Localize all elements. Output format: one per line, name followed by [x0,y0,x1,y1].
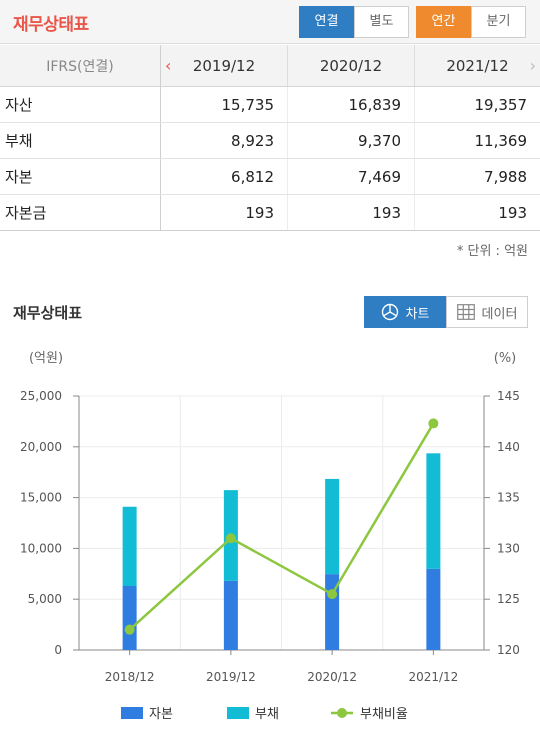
ratio-point [225,533,236,544]
left-tick-label: 0 [54,643,62,657]
row-label: 자본금 [0,195,161,230]
bar-equity [223,580,238,650]
bar-equity [426,568,441,650]
row-label: 자산 [0,87,161,122]
column-header: 2021/12 › [415,45,540,86]
data-view-button[interactable]: 데이터 [446,296,528,328]
right-tick-label: 125 [497,592,520,606]
chart-section-title: 재무상태표 [13,304,83,322]
legend-swatch-equity [121,707,143,719]
chart-view-button[interactable]: 차트 [364,296,446,328]
ratio-point [124,624,135,635]
bar-liability [122,506,137,586]
page-title: 재무상태표 [13,15,89,35]
bar-liability [325,478,340,575]
left-tick-label: 5,000 [28,592,62,606]
table-cell: 16,839 [288,87,415,122]
ratio-line [128,422,435,631]
table-cell: 11,369 [474,131,528,150]
ratio-point [327,589,338,600]
table-grid-icon [456,304,475,320]
right-tick-label: 135 [497,491,520,505]
period-toggle: 연간 분기 [416,6,526,38]
x-tick-label: 2020/12 [307,670,357,684]
table-header-row: IFRS(연결) ‹ 2019/12 2020/12 2021/12 › [0,45,540,87]
table-cell: 6,812 [161,159,288,194]
x-tick-label: 2019/12 [206,670,256,684]
right-tick-label: 120 [497,643,520,657]
left-tick-label: 20,000 [20,440,62,454]
x-tick-label: 2018/12 [105,670,155,684]
legend-marker-ratio [337,708,347,718]
table-cell: 193 [288,195,415,230]
view-toggle: 차트 데이터 [364,296,528,328]
x-tick-label: 2021/12 [408,670,458,684]
legend-label-ratio: 부채비율 [360,707,408,722]
table-cell: 193 [498,203,527,222]
table-row: 자본 6,812 7,469 7,988 [0,159,540,195]
table-cell: 7,469 [288,159,415,194]
row-label: 부채 [0,123,161,158]
bar-equity [122,585,137,650]
column-header-label: 2021/12 [446,56,509,75]
table-row: 자본금 193 193 193 [0,195,540,231]
column-header-label: 2019/12 [192,56,256,75]
left-tick-label: 10,000 [20,541,62,555]
consolidated-button[interactable]: 연결 [299,6,354,38]
annual-button[interactable]: 연간 [416,6,471,38]
table-cell: 9,370 [288,123,415,158]
table-corner-label: IFRS(연결) [0,45,161,86]
chevron-right-icon[interactable]: › [529,56,536,75]
column-header-label: 2020/12 [319,56,383,75]
bar-liability [426,453,441,569]
column-header: 2020/12 [288,45,415,86]
chevron-left-icon[interactable]: ‹ [165,56,172,75]
column-header: ‹ 2019/12 [161,45,288,86]
separate-button[interactable]: 별도 [354,6,409,38]
right-tick-label: 130 [497,541,520,555]
top-header: 재무상태표 연결 별도 연간 분기 [0,0,540,44]
legend-label-equity: 자본 [149,707,173,722]
table-cell: 15,735 [161,87,288,122]
chart-view-label: 차트 [405,306,430,322]
table-cell: 7,988 [484,167,527,186]
right-tick-label: 145 [497,389,520,403]
left-tick-label: 15,000 [20,491,62,505]
quarterly-button[interactable]: 분기 [471,6,526,38]
unit-note: * 단위 : 억원 [456,244,528,259]
right-tick-label: 140 [497,440,520,454]
table-cell: 8,923 [161,123,288,158]
pie-chart-icon [381,303,398,321]
row-label: 자본 [0,159,161,194]
legend-swatch-liability [227,707,249,719]
table-row: 자산 15,735 16,839 19,357 [0,87,540,123]
table-row: 부채 8,923 9,370 11,369 [0,123,540,159]
right-axis-unit: (%) [494,351,517,366]
ratio-point [428,418,439,429]
financial-table: IFRS(연결) ‹ 2019/12 2020/12 2021/12 › 자산 … [0,45,540,231]
table-cell: 19,357 [474,95,528,114]
table-cell: 193 [161,195,288,230]
left-tick-label: 25,000 [20,389,62,403]
basis-toggle: 연결 별도 [299,6,409,38]
left-axis-unit: (억원) [29,351,63,366]
financial-chart: 0 5,000 10,000 15,000 20,000 25,000 120 125 130 1… [20,351,520,722]
data-view-label: 데이터 [481,306,518,322]
legend-label-liability: 부채 [255,707,279,722]
